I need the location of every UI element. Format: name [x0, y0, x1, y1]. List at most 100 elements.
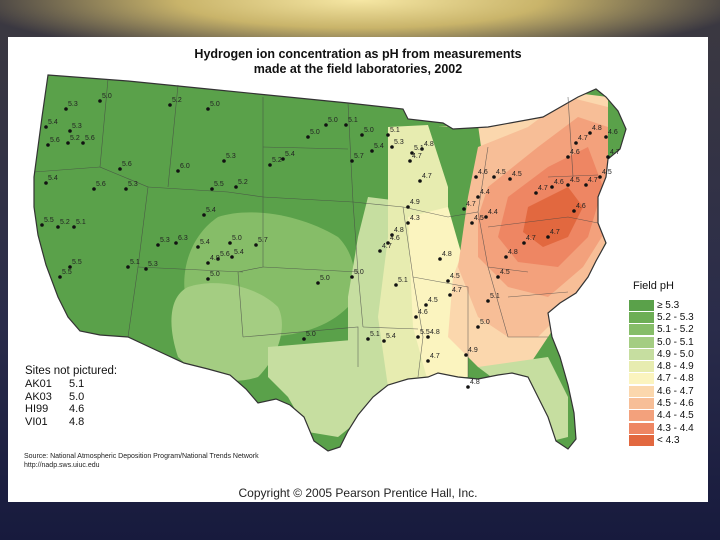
site-marker	[98, 99, 102, 103]
site-ph-label: 4.8	[424, 141, 434, 148]
site-marker	[168, 103, 172, 107]
site-marker	[476, 325, 480, 329]
site-ph-label: 4.3	[410, 215, 420, 222]
site-marker	[306, 135, 310, 139]
site-ph-label: 4.5	[512, 171, 522, 178]
site-marker	[386, 133, 390, 137]
site-marker	[426, 359, 430, 363]
site-ph-label: 5.4	[285, 151, 295, 158]
site-marker	[206, 261, 210, 265]
site-ph-label: 4.7	[550, 229, 560, 236]
legend-row: 5.2 - 5.3	[629, 311, 694, 323]
site-marker	[206, 277, 210, 281]
site-ph-label: 4.6	[576, 203, 586, 210]
site-ph-label: 5.4	[48, 119, 58, 126]
site-ph-label: 5.4	[206, 207, 216, 214]
site-ph-label: 5.2	[60, 219, 70, 226]
site-marker	[216, 257, 220, 261]
site-ph-label: 5.3	[72, 123, 82, 130]
site-ph-label: 4.6	[478, 169, 488, 176]
site-ph-label: 5.0	[102, 93, 112, 100]
site-ph-label: 5.5	[44, 217, 54, 224]
site-ph-label: 5.3	[226, 153, 236, 160]
site-ph-label: 4.6	[570, 149, 580, 156]
site-marker	[466, 385, 470, 389]
legend-label: 4.5 - 4.6	[657, 398, 694, 410]
legend-row: 4.9 - 5.0	[629, 348, 694, 360]
site-ph-label: 5.2	[238, 179, 248, 186]
site-marker	[144, 267, 148, 271]
legend: ≥ 5.3 5.2 - 5.3 5.1 - 5.2 5.0 - 5.1 4.9 …	[629, 299, 694, 447]
site-ph-label: 5.1	[390, 127, 400, 134]
site-marker	[44, 181, 48, 185]
site-marker	[72, 225, 76, 229]
site-ph-label: 4.7	[422, 173, 432, 180]
us-outline	[33, 74, 627, 452]
site-ph-label: 5.3	[68, 101, 78, 108]
site-ph-label: 4.9	[468, 347, 478, 354]
site-marker	[484, 215, 488, 219]
site-marker	[210, 187, 214, 191]
site-marker	[584, 183, 588, 187]
legend-swatch	[629, 385, 654, 397]
site-marker	[118, 167, 122, 171]
site-ph-label: 5.2	[272, 157, 282, 164]
site-ph-label: 5.0	[320, 275, 330, 282]
map-title-line1: Hydrogen ion concentration as pH from me…	[194, 47, 522, 61]
site-ph-label: 5.0	[480, 319, 490, 326]
legend-row: 4.5 - 4.6	[629, 397, 694, 410]
legend-label: 4.9 - 5.0	[657, 348, 694, 360]
site-marker	[414, 315, 418, 319]
legend-swatch	[629, 373, 654, 385]
legend-label: 4.7 - 4.8	[657, 373, 694, 385]
site-ph-label: 4.4	[488, 209, 498, 216]
site-value: 4.6	[69, 403, 85, 415]
site-ph-label: 4.8	[592, 125, 602, 132]
site-ph-label: 5.4	[200, 239, 210, 246]
legend-label: 4.4 - 4.5	[657, 410, 694, 422]
site-marker	[68, 129, 72, 133]
site-ph-label: 5.2	[172, 97, 182, 104]
map-panel: Hydrogen ion concentration as pH from me…	[8, 37, 708, 502]
legend-swatch	[629, 410, 654, 422]
site-ph-label: 5.0	[328, 117, 338, 124]
site-marker	[350, 275, 354, 279]
site-marker	[606, 155, 610, 159]
site-ph-label: 4.8	[508, 249, 518, 256]
site-ph-label: 4.4	[480, 189, 490, 196]
site-marker	[410, 151, 414, 155]
legend-swatch	[629, 422, 654, 434]
site-ph-label: 4.6	[418, 309, 428, 316]
site-ph-label: 4.9	[410, 199, 420, 206]
site-marker	[496, 275, 500, 279]
site-marker	[92, 187, 96, 191]
site-ph-label: 5.1	[398, 277, 408, 284]
site-marker	[420, 147, 424, 151]
site-marker	[344, 123, 348, 127]
site-ph-label: 4.5	[450, 273, 460, 280]
site-marker	[486, 299, 490, 303]
site-value: 5.1	[69, 378, 85, 390]
legend-label: ≥ 5.3	[657, 299, 680, 311]
site-ph-label: 4.7	[610, 149, 620, 156]
site-marker	[550, 185, 554, 189]
site-ph-label: 4.6	[390, 235, 400, 242]
legend-swatch	[629, 336, 654, 348]
site-marker	[394, 283, 398, 287]
site-marker	[56, 225, 60, 229]
site-ph-label: 5.6	[96, 181, 106, 188]
legend-row: 4.6 - 4.7	[629, 385, 694, 397]
sites-not-pictured: Sites not pictured: AK01 5.1 AK03 5.0 HI99…	[25, 365, 117, 428]
site-marker	[228, 241, 232, 245]
site-ph-label: 5.1	[348, 117, 358, 124]
site-marker	[81, 141, 85, 145]
site-ph-label: 5.0	[306, 331, 316, 338]
site-marker	[302, 337, 306, 341]
site-marker	[424, 303, 428, 307]
site-marker	[234, 185, 238, 189]
site-marker	[68, 265, 72, 269]
site-marker	[566, 155, 570, 159]
source-line: Source: National Atmospheric Deposition …	[24, 453, 259, 460]
legend-label: 4.3 - 4.4	[657, 422, 694, 434]
site-marker	[438, 257, 442, 261]
